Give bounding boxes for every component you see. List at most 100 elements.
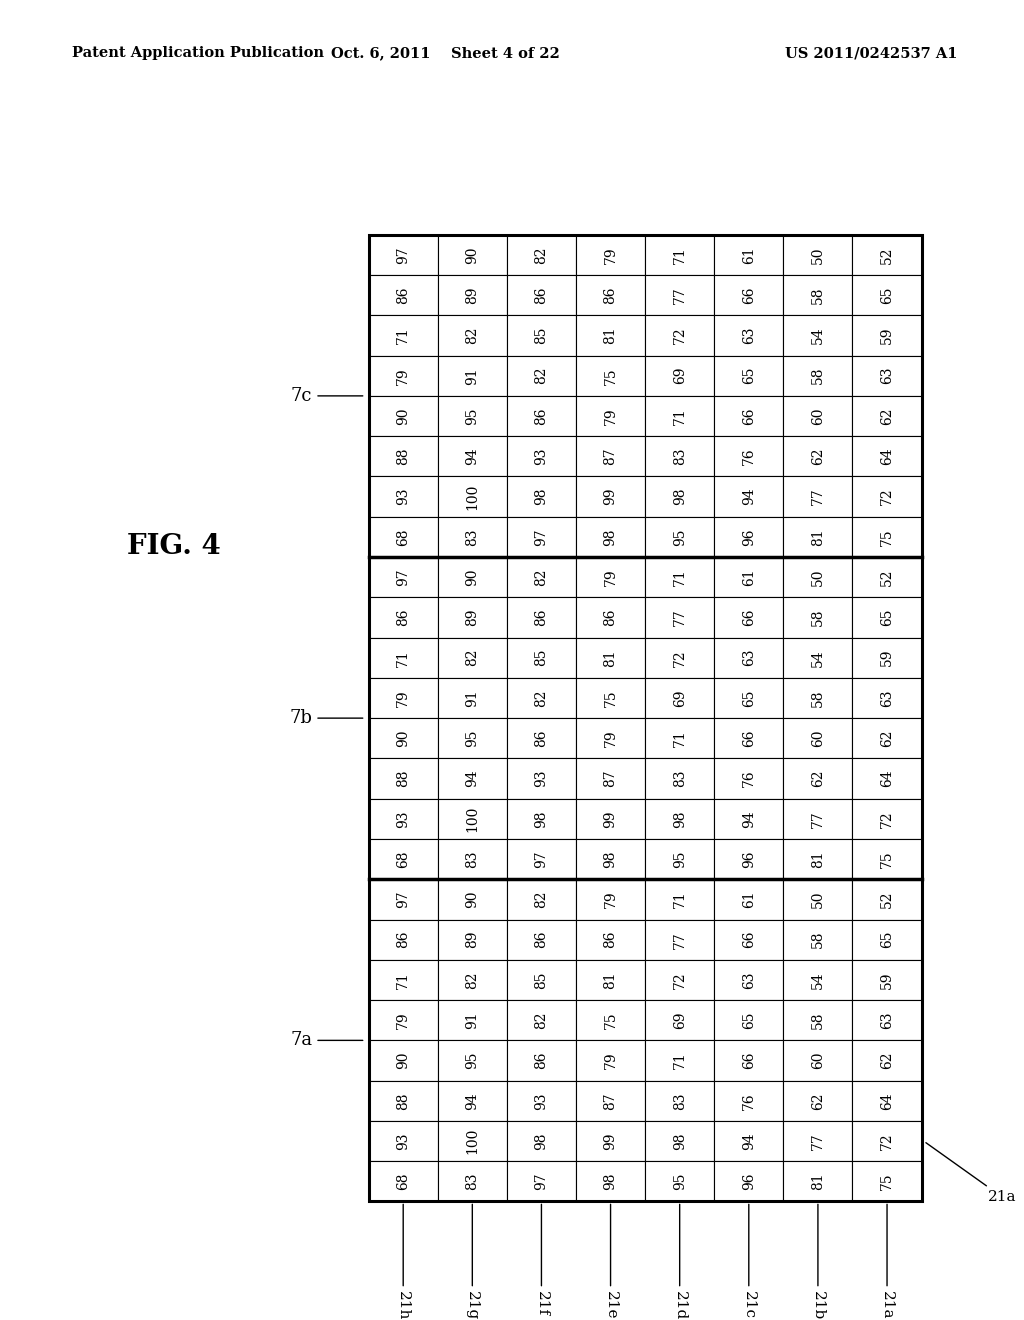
Text: 64: 64 — [880, 770, 894, 787]
Text: 62: 62 — [811, 1092, 825, 1110]
Text: 97: 97 — [535, 850, 549, 869]
Bar — [575, 718, 645, 759]
Text: 63: 63 — [741, 972, 756, 989]
Bar — [783, 638, 852, 678]
Text: 82: 82 — [535, 891, 549, 908]
Text: 7a: 7a — [290, 1031, 362, 1049]
Bar — [852, 557, 922, 597]
Text: 82: 82 — [465, 327, 479, 345]
Text: 69: 69 — [673, 1011, 687, 1030]
Bar — [645, 477, 715, 516]
Text: 72: 72 — [673, 649, 687, 667]
Bar — [507, 759, 575, 799]
Bar — [852, 1081, 922, 1121]
Text: 81: 81 — [603, 326, 617, 345]
Bar — [852, 315, 922, 355]
Bar — [507, 960, 575, 1001]
Text: 62: 62 — [880, 730, 894, 747]
Text: 75: 75 — [603, 367, 617, 384]
Bar — [715, 436, 783, 477]
Bar — [715, 960, 783, 1001]
Text: 58: 58 — [811, 689, 825, 706]
Bar — [369, 396, 438, 436]
Text: 21g: 21g — [465, 1204, 479, 1320]
Text: 86: 86 — [396, 286, 411, 304]
Text: 64: 64 — [880, 1092, 894, 1110]
Bar — [645, 436, 715, 477]
Text: 69: 69 — [673, 689, 687, 706]
Text: 77: 77 — [811, 1133, 825, 1150]
Bar — [369, 1121, 438, 1162]
Text: 95: 95 — [673, 850, 687, 867]
Text: 98: 98 — [603, 528, 617, 545]
Bar — [369, 1081, 438, 1121]
Text: 65: 65 — [880, 286, 894, 304]
Bar — [369, 799, 438, 840]
Bar — [783, 1121, 852, 1162]
Bar — [852, 840, 922, 879]
Bar — [645, 396, 715, 436]
Text: 97: 97 — [396, 569, 411, 586]
Bar — [575, 1121, 645, 1162]
Text: 94: 94 — [741, 488, 756, 506]
Text: 82: 82 — [535, 246, 549, 264]
Text: 86: 86 — [603, 286, 617, 304]
Bar — [715, 315, 783, 355]
Text: 59: 59 — [880, 649, 894, 667]
Bar — [369, 638, 438, 678]
Bar — [852, 759, 922, 799]
Text: 79: 79 — [603, 891, 617, 908]
Bar — [575, 275, 645, 315]
Text: 98: 98 — [535, 810, 549, 828]
Bar — [369, 235, 922, 1201]
Text: 91: 91 — [465, 367, 479, 384]
Bar — [507, 718, 575, 759]
Text: 66: 66 — [741, 609, 756, 626]
Bar — [852, 436, 922, 477]
Text: 59: 59 — [880, 327, 894, 345]
Text: 86: 86 — [396, 609, 411, 626]
Bar — [507, 557, 575, 597]
Bar — [438, 759, 507, 799]
Bar — [852, 1162, 922, 1201]
Bar — [645, 516, 715, 557]
Bar — [783, 1081, 852, 1121]
Text: 85: 85 — [535, 972, 549, 989]
Text: 71: 71 — [673, 1052, 687, 1069]
Text: 98: 98 — [535, 1133, 549, 1150]
Text: 90: 90 — [465, 891, 479, 908]
Bar — [645, 1081, 715, 1121]
Text: 100: 100 — [465, 805, 479, 832]
Text: 82: 82 — [465, 972, 479, 989]
Text: 58: 58 — [811, 609, 825, 626]
Text: 83: 83 — [465, 528, 479, 545]
Bar — [645, 275, 715, 315]
Bar — [507, 396, 575, 436]
Bar — [852, 638, 922, 678]
Bar — [575, 436, 645, 477]
Text: 71: 71 — [673, 407, 687, 425]
Text: 63: 63 — [880, 689, 894, 706]
Text: 97: 97 — [396, 246, 411, 264]
Text: 81: 81 — [603, 972, 617, 989]
Text: 65: 65 — [880, 609, 894, 626]
Bar — [507, 920, 575, 960]
Bar — [852, 718, 922, 759]
Bar — [575, 1001, 645, 1040]
Bar — [852, 275, 922, 315]
Bar — [783, 920, 852, 960]
Text: 96: 96 — [741, 850, 756, 867]
Bar — [852, 1121, 922, 1162]
Bar — [783, 557, 852, 597]
Text: 93: 93 — [396, 488, 411, 506]
Text: 72: 72 — [880, 488, 894, 506]
Bar — [645, 638, 715, 678]
Bar — [783, 840, 852, 879]
Bar — [645, 840, 715, 879]
Text: 91: 91 — [465, 1011, 479, 1030]
Text: 98: 98 — [673, 810, 687, 828]
Bar — [438, 597, 507, 638]
Text: 52: 52 — [880, 246, 894, 264]
Bar — [575, 315, 645, 355]
Text: 21a: 21a — [880, 1204, 894, 1320]
